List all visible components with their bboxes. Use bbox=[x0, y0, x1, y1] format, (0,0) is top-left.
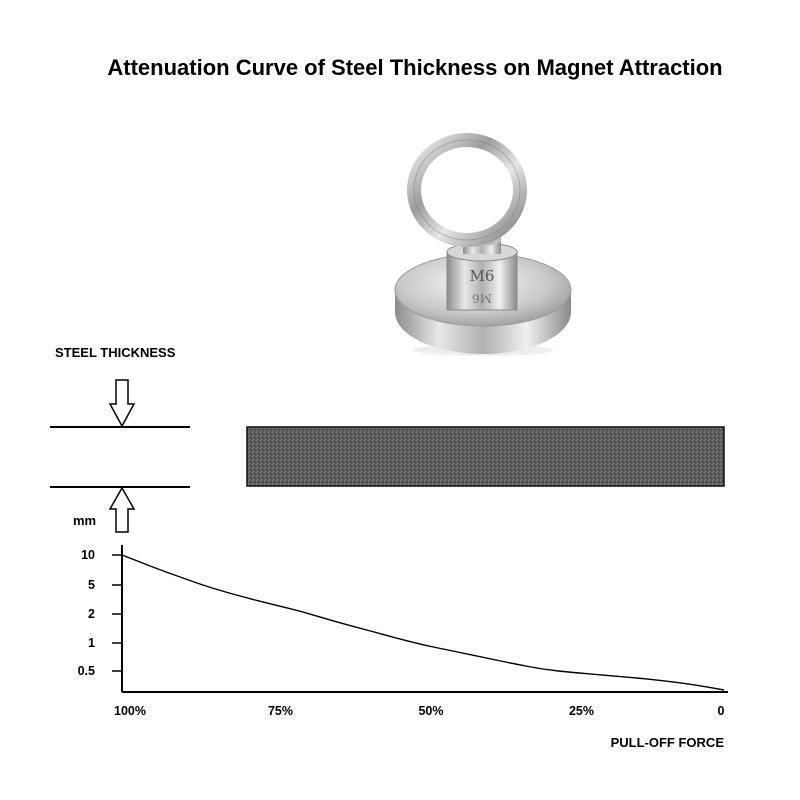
x-tick-label: 75% bbox=[268, 704, 293, 718]
magnet-product-image: M6 M6 bbox=[394, 133, 572, 356]
up-arrow-icon bbox=[108, 486, 136, 533]
x-tick-label: 100% bbox=[114, 704, 146, 718]
x-tick-label: 50% bbox=[418, 704, 443, 718]
y-tick-label: 0.5 bbox=[78, 664, 95, 678]
y-tick-label: 5 bbox=[88, 578, 95, 592]
thickness-indicator bbox=[50, 379, 190, 533]
y-ticks: 10 5 2 1 0.5 bbox=[78, 548, 122, 678]
x-tick-label: 25% bbox=[569, 704, 594, 718]
magnet-stamp-top: M6 bbox=[470, 267, 495, 285]
steel-thickness-heading: STEEL THICKNESS bbox=[55, 345, 176, 360]
y-axis-label: mm bbox=[73, 513, 96, 528]
y-tick-label: 1 bbox=[88, 636, 95, 650]
steel-plate bbox=[246, 426, 725, 487]
magnet-stamp-bottom: M6 bbox=[472, 291, 492, 305]
x-axis-label: PULL-OFF FORCE bbox=[611, 735, 725, 750]
y-tick-label: 2 bbox=[88, 607, 95, 621]
x-ticks: 100% 75% 50% 25% 0 bbox=[114, 704, 725, 718]
attenuation-curve bbox=[121, 554, 725, 691]
chart-axes bbox=[121, 545, 728, 693]
chart-title: Attenuation Curve of Steel Thickness on … bbox=[107, 55, 722, 80]
y-tick-label: 10 bbox=[81, 548, 95, 562]
down-arrow-icon bbox=[108, 379, 136, 428]
x-tick-label: 0 bbox=[718, 704, 725, 718]
chart-series bbox=[121, 554, 725, 691]
